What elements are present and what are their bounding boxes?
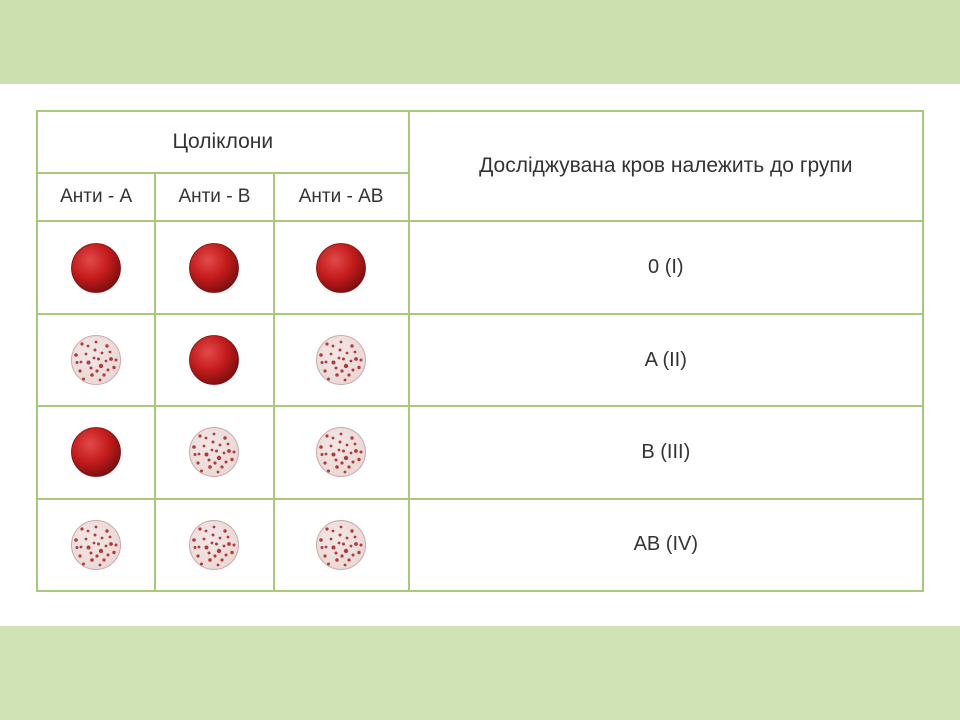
reagents-header: Цоліклони [37,111,409,173]
blood-drop-agglutinated-icon [276,501,407,589]
content-area: Цоліклони Досліджувана кров належить до … [0,84,960,626]
table-row: A (II) [37,314,923,406]
reaction-agglutination [274,314,409,406]
col-anti-b: Анти - B [155,173,273,221]
reaction-agglutination [274,406,409,498]
blood-drop-agglutinated-icon [276,408,407,496]
blood-drop-solid-icon [39,408,153,496]
reaction-agglutination [37,499,155,591]
reaction-no-agglutination [155,221,273,313]
blood-group-label: A (II) [409,314,923,406]
reaction-agglutination [274,499,409,591]
reaction-no-agglutination [274,221,409,313]
result-header: Досліджувана кров належить до групи [409,111,923,221]
top-gradient-band [0,0,960,84]
blood-drop-agglutinated-icon [39,501,153,589]
blood-drop-agglutinated-icon [157,408,271,496]
blood-group-label: B (III) [409,406,923,498]
col-anti-ab: Анти - AB [274,173,409,221]
table-row: 0 (I) [37,221,923,313]
reaction-no-agglutination [37,221,155,313]
blood-drop-solid-icon [39,223,153,311]
blood-drop-solid-icon [157,316,271,404]
table-row: AB (IV) [37,499,923,591]
table-row: B (III) [37,406,923,498]
reaction-no-agglutination [37,406,155,498]
reaction-no-agglutination [155,314,273,406]
reaction-agglutination [155,406,273,498]
blood-drop-agglutinated-icon [276,316,407,404]
bottom-gradient-band [0,626,960,720]
blood-drop-solid-icon [276,223,407,311]
blood-drop-solid-icon [157,223,271,311]
blood-drop-agglutinated-icon [157,501,271,589]
blood-group-label: 0 (I) [409,221,923,313]
blood-drop-agglutinated-icon [39,316,153,404]
reaction-agglutination [37,314,155,406]
blood-group-label: AB (IV) [409,499,923,591]
col-anti-a: Анти - A [37,173,155,221]
reaction-agglutination [155,499,273,591]
blood-type-table: Цоліклони Досліджувана кров належить до … [36,110,924,592]
